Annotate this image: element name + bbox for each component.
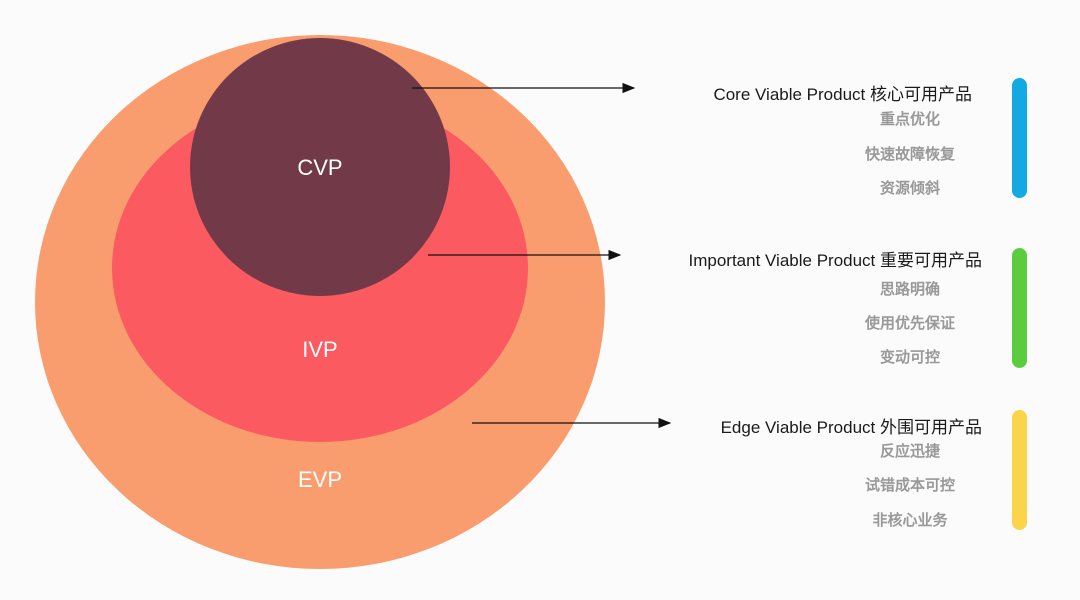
- ivp-item: 使用优先保证: [864, 315, 955, 332]
- cvp-item: 资源倾斜: [879, 180, 940, 197]
- cvp-title: Core Viable Product 核心可用产品: [713, 85, 972, 104]
- cvp-circle: [190, 38, 450, 296]
- evp-color-bar: [1012, 410, 1027, 530]
- cvp-item: 重点优化: [879, 111, 940, 128]
- evp-item: 非核心业务: [872, 512, 948, 529]
- evp-item: 试错成本可控: [864, 477, 955, 494]
- ivp-item: 思路明确: [879, 281, 940, 298]
- evp-item: 反应迅捷: [879, 443, 940, 460]
- cvp-item: 快速故障恢复: [864, 146, 955, 163]
- evp-title: Edge Viable Product 外围可用产品: [720, 418, 982, 437]
- evp-label: EVP: [298, 467, 342, 492]
- ivp-label: IVP: [302, 337, 337, 362]
- cvp-label: CVP: [297, 155, 342, 180]
- ivp-item: 变动可控: [879, 349, 940, 366]
- ivp-color-bar: [1012, 248, 1027, 368]
- ivp-title: Important Viable Product 重要可用产品: [688, 251, 982, 270]
- cvp-color-bar: [1012, 78, 1027, 198]
